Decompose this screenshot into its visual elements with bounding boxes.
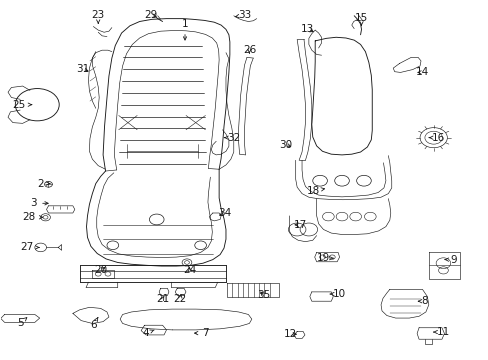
Text: 16: 16 — [428, 133, 444, 143]
Text: 22: 22 — [173, 294, 186, 304]
Text: 1: 1 — [182, 19, 188, 40]
Text: 21: 21 — [156, 294, 169, 304]
Text: 31: 31 — [76, 64, 89, 74]
Text: 11: 11 — [433, 327, 449, 337]
Text: 17: 17 — [293, 220, 306, 230]
Text: 34: 34 — [218, 208, 231, 218]
Text: 27: 27 — [20, 242, 39, 252]
Text: 4: 4 — [142, 328, 154, 338]
Text: 23: 23 — [91, 10, 104, 23]
Text: 7: 7 — [194, 328, 208, 338]
Text: 33: 33 — [235, 10, 251, 20]
Text: 8: 8 — [418, 296, 427, 306]
Text: 32: 32 — [224, 133, 240, 143]
Text: 15: 15 — [354, 13, 367, 26]
Text: 9: 9 — [444, 255, 457, 265]
Text: 19: 19 — [316, 253, 332, 263]
Text: 25: 25 — [13, 100, 32, 110]
Text: 12: 12 — [284, 329, 297, 339]
Text: 18: 18 — [306, 186, 324, 196]
Text: 2: 2 — [37, 179, 50, 189]
Text: 35: 35 — [257, 291, 270, 301]
Text: 5: 5 — [17, 318, 27, 328]
Text: 13: 13 — [301, 24, 314, 35]
Text: 14: 14 — [415, 67, 428, 77]
Text: 29: 29 — [144, 10, 157, 20]
Text: 10: 10 — [329, 289, 346, 299]
Text: 24: 24 — [183, 265, 196, 275]
Text: 3: 3 — [30, 198, 48, 208]
Text: 20: 20 — [94, 265, 107, 275]
Text: 6: 6 — [90, 318, 98, 330]
Text: 26: 26 — [242, 45, 256, 55]
Text: 28: 28 — [22, 212, 42, 222]
Text: 30: 30 — [279, 140, 292, 150]
